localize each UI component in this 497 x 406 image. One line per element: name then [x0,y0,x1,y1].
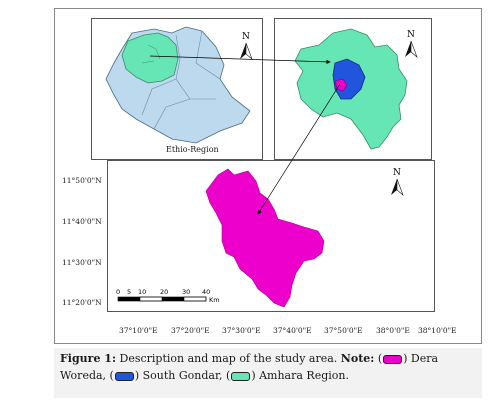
dera-swatch [383,354,403,364]
scale-tick-10: 10 [138,288,146,296]
ethiopia-map: N [105,26,253,144]
south-gondar-swatch [114,371,134,381]
amhara-region-overview [121,32,179,84]
figure-frame [54,8,482,344]
latitude-label-4: 11°20'0"N [62,298,102,307]
north-arrow-icon [391,179,397,195]
dera-woreda-map: N 0 5 10 20 30 40 Km [116,168,404,308]
caption-figure-number: Figure 1: [60,352,117,365]
caption-item-dera: ) Dera [403,352,439,365]
latitude-label-2: 11°40'0"N [62,217,102,226]
amhara-swatch [231,371,251,381]
caption-item-woreda: Woreda, ( [60,369,114,382]
ethio-region-label: Ethio-Region [166,145,219,154]
amhara-overview-detail [141,44,161,64]
amhara-map: N [294,28,418,150]
north-arrow-icon-half [410,40,418,58]
caption-item-south-gondar: ) South Gondar, ( [134,369,231,382]
caption-note-label: Note: [340,352,375,365]
scale-bar: 0 5 10 20 30 40 Km [116,288,220,304]
longitude-label-7: 38°10'0"E [418,326,457,335]
longitude-label-5: 37°50'0"E [324,326,363,335]
scale-tick-20: 20 [160,288,168,296]
latitude-label-1: 11°50'0"N [62,176,102,185]
longitude-label-4: 37°40'0"E [273,326,312,335]
dera-woreda-map-panel: N 0 5 10 20 30 40 Km [107,160,435,312]
north-label-ethiopia: N [242,32,250,42]
longitude-label-1: 37°10'0"E [119,326,158,335]
longitude-label-6: 38°0'0"E [376,326,410,335]
scale-unit: Km [209,296,220,304]
scale-tick-40: 40 [202,288,210,296]
dera-woreda-overview [334,78,348,92]
caption-description: Description and map of the study area. [116,352,341,365]
latitude-label-3: 11°30'0"N [62,258,102,267]
longitude-label-2: 37°20'0"E [171,326,210,335]
north-label-dera: N [393,168,401,178]
north-arrow-icon [405,41,411,57]
ethiopia-map-panel: N [91,18,263,160]
ethiopia-internal-boundaries [141,30,221,130]
north-arrow-icon [240,43,246,59]
longitude-label-3: 37°30'0"E [222,326,261,335]
arrow-amhara-to-dera [257,83,341,215]
scale-tick-30: 30 [182,288,190,296]
scale-tick-0: 0 [116,288,120,296]
caption-item-amhara: ) Amhara Region. [251,369,349,382]
arrow-ethiopia-to-amhara [149,55,331,64]
amhara-map-panel: N [274,18,432,160]
north-arrow-icon-half [396,178,404,196]
dera-woreda-shape [205,168,325,308]
north-arrow-icon-half [245,42,253,60]
north-label-amhara: N [407,30,415,40]
figure-caption: Figure 1: Description and map of the stu… [54,348,482,398]
scale-tick-5: 5 [127,288,131,296]
